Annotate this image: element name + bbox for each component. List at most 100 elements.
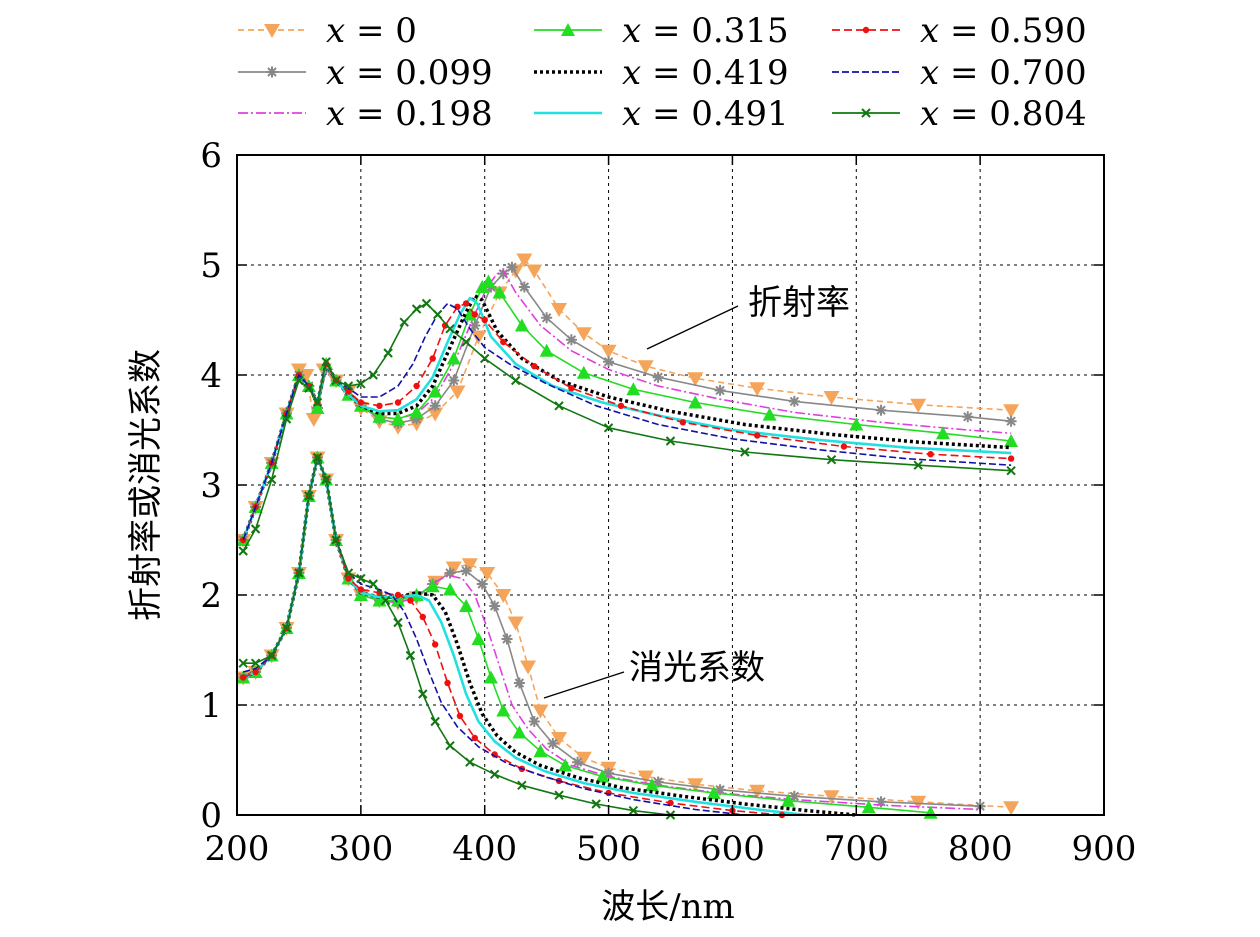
refractive-index-line — [242, 302, 1012, 541]
data-point — [913, 460, 923, 470]
data-point — [528, 716, 540, 727]
data-point — [446, 351, 461, 365]
legend-item: x = 0.491 — [534, 94, 789, 134]
data-point — [1007, 455, 1015, 462]
data-point — [788, 790, 800, 802]
data-point — [399, 317, 409, 327]
series-0.198 — [242, 269, 1012, 811]
data-point — [554, 790, 564, 800]
data-point — [512, 725, 527, 739]
data-point — [514, 318, 529, 332]
data-point — [428, 384, 443, 398]
data-point — [479, 567, 496, 581]
data-point — [250, 658, 261, 668]
data-point — [345, 388, 352, 395]
annotation-arrow-refractive — [646, 305, 739, 350]
refractive-index-line — [241, 294, 1012, 541]
data-point — [862, 26, 870, 34]
data-point — [665, 436, 676, 446]
data-point — [445, 324, 455, 334]
data-point — [500, 338, 507, 346]
data-point — [393, 617, 403, 628]
series-0.804 — [238, 298, 1016, 820]
data-point — [429, 400, 441, 412]
legend-item: x = 0.099 — [238, 53, 493, 93]
legend-label: x = 0 — [326, 11, 417, 51]
data-point — [489, 600, 501, 612]
data-point — [1006, 465, 1016, 476]
legend-label: x = 0.590 — [920, 11, 1087, 51]
data-point — [465, 757, 475, 767]
data-point — [421, 298, 432, 309]
data-point — [456, 712, 464, 720]
data-point — [357, 586, 365, 593]
data-point — [321, 357, 331, 367]
data-point — [343, 381, 354, 391]
x-tick-label: 400 — [452, 829, 517, 869]
data-point — [294, 375, 304, 386]
legend-label: x = 0.804 — [920, 94, 1087, 134]
extinction-line — [242, 456, 745, 816]
data-point — [565, 334, 577, 346]
data-point — [238, 546, 248, 556]
data-point — [454, 303, 461, 310]
legend-item: x = 0.315 — [534, 11, 789, 51]
data-point — [1004, 434, 1019, 447]
data-point — [418, 689, 428, 699]
data-point — [575, 751, 592, 766]
data-point — [516, 253, 533, 268]
data-point — [526, 264, 543, 279]
refractive-index-line — [241, 296, 1012, 541]
data-point — [250, 524, 261, 534]
data-point — [551, 732, 568, 746]
data-point — [595, 769, 610, 783]
legend-item: x = 0.590 — [832, 11, 1087, 51]
x-tick-label: 800 — [948, 829, 1013, 869]
data-point — [460, 565, 472, 577]
series-0.099 — [237, 261, 1017, 812]
data-point — [429, 355, 436, 362]
data-point — [445, 740, 455, 751]
data-point — [637, 770, 654, 785]
data-point — [687, 372, 704, 387]
data-point — [496, 703, 511, 717]
data-point — [357, 399, 365, 406]
data-point — [481, 316, 488, 324]
data-point — [875, 404, 887, 416]
data-point — [252, 668, 259, 676]
data-point — [294, 568, 304, 578]
data-point — [849, 417, 864, 431]
data-point — [875, 796, 887, 808]
data-point — [576, 365, 591, 379]
y-tick-label: 0 — [200, 796, 222, 836]
data-point — [461, 337, 471, 347]
data-point — [266, 66, 278, 78]
y-tick-label: 4 — [200, 356, 222, 396]
data-point — [391, 593, 406, 607]
extinction-line — [242, 456, 981, 811]
series-0.419 — [241, 294, 1012, 817]
series-0.315 — [236, 274, 1019, 819]
legend-label: x = 0.419 — [622, 53, 789, 93]
refractive-index-line — [242, 258, 1012, 541]
legend-label: x = 0.198 — [326, 94, 493, 134]
data-point — [461, 558, 478, 573]
data-point — [427, 407, 444, 422]
legend-item: x = 0.419 — [534, 53, 789, 93]
data-point — [304, 491, 314, 501]
data-point — [394, 399, 402, 406]
data-point — [321, 474, 331, 485]
data-point — [471, 734, 479, 742]
y-tick-label: 1 — [200, 686, 222, 726]
data-point — [840, 443, 848, 450]
data-point — [568, 385, 575, 392]
data-point — [688, 395, 703, 409]
data-point — [409, 405, 424, 419]
data-point — [547, 738, 559, 749]
data-point — [470, 330, 487, 345]
data-point — [749, 784, 766, 799]
data-point — [554, 401, 564, 411]
data-point — [443, 582, 458, 596]
data-point — [628, 805, 639, 816]
